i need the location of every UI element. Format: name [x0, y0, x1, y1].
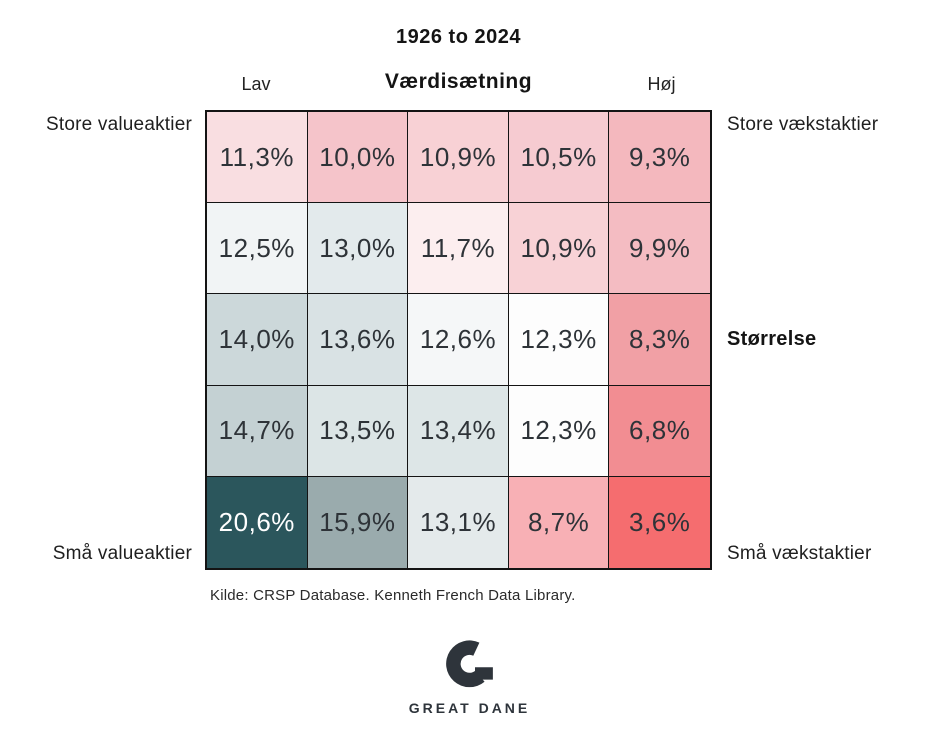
heatmap-cell: 10,0%	[307, 112, 409, 204]
heatmap-cell: 15,9%	[307, 476, 409, 568]
great-dane-g-icon	[446, 640, 493, 688]
heatmap-cell: 13,6%	[307, 294, 409, 386]
label-small-growth-stocks: Små vækstaktier	[727, 543, 872, 564]
heatmap-cell: 20,6%	[207, 476, 308, 568]
heatmap-cell: 11,7%	[408, 203, 509, 295]
heatmap-cell: 13,5%	[307, 385, 409, 477]
heatmap-cell: 8,7%	[508, 476, 610, 568]
x-axis-high-label: Høj	[647, 74, 676, 94]
heatmap-cell: 14,7%	[207, 385, 308, 477]
heatmap-cell: 6,8%	[609, 385, 710, 477]
heatmap-cell: 12,5%	[207, 203, 308, 295]
heatmap-cell: 13,0%	[307, 203, 409, 295]
label-small-value-stocks: Små valueaktier	[52, 543, 192, 564]
heatmap-cell: 13,1%	[408, 476, 509, 568]
label-large-growth-stocks: Store vækstaktier	[727, 114, 879, 135]
source-citation: Kilde: CRSP Database. Kenneth French Dat…	[210, 587, 576, 604]
brand-logo: GREAT DANE	[0, 636, 939, 716]
chart-title: 1926 to 2024	[396, 26, 521, 48]
x-axis-low-label: Lav	[241, 74, 271, 94]
heatmap-grid: 11,3% 10,0% 10,9% 10,5% 9,3% 12,5% 13,0% 11,7% 1…	[205, 110, 712, 570]
heatmap-cell: 14,0%	[207, 294, 308, 386]
heatmap-cell: 12,3%	[508, 294, 610, 386]
heatmap-cell: 13,4%	[408, 385, 509, 477]
heatmap-cell: 12,3%	[508, 385, 610, 477]
heatmap-cell: 10,9%	[508, 203, 610, 295]
heatmap-cell: 12,6%	[408, 294, 509, 386]
heatmap-cell: 8,3%	[609, 294, 710, 386]
brand-logo-text: GREAT DANE	[408, 700, 531, 716]
label-large-value-stocks: Store valueaktier	[46, 114, 192, 135]
heatmap-cell: 11,3%	[207, 112, 308, 204]
heatmap-cell: 9,9%	[609, 203, 710, 295]
heatmap-cell: 10,5%	[508, 112, 610, 204]
heatmap-cell: 3,6%	[609, 476, 710, 568]
heatmap-cell: 9,3%	[609, 112, 710, 204]
heatmap-cell: 10,9%	[408, 112, 509, 204]
x-axis-title: Værdisætning	[384, 70, 533, 93]
y-axis-title: Størrelse	[727, 328, 817, 350]
